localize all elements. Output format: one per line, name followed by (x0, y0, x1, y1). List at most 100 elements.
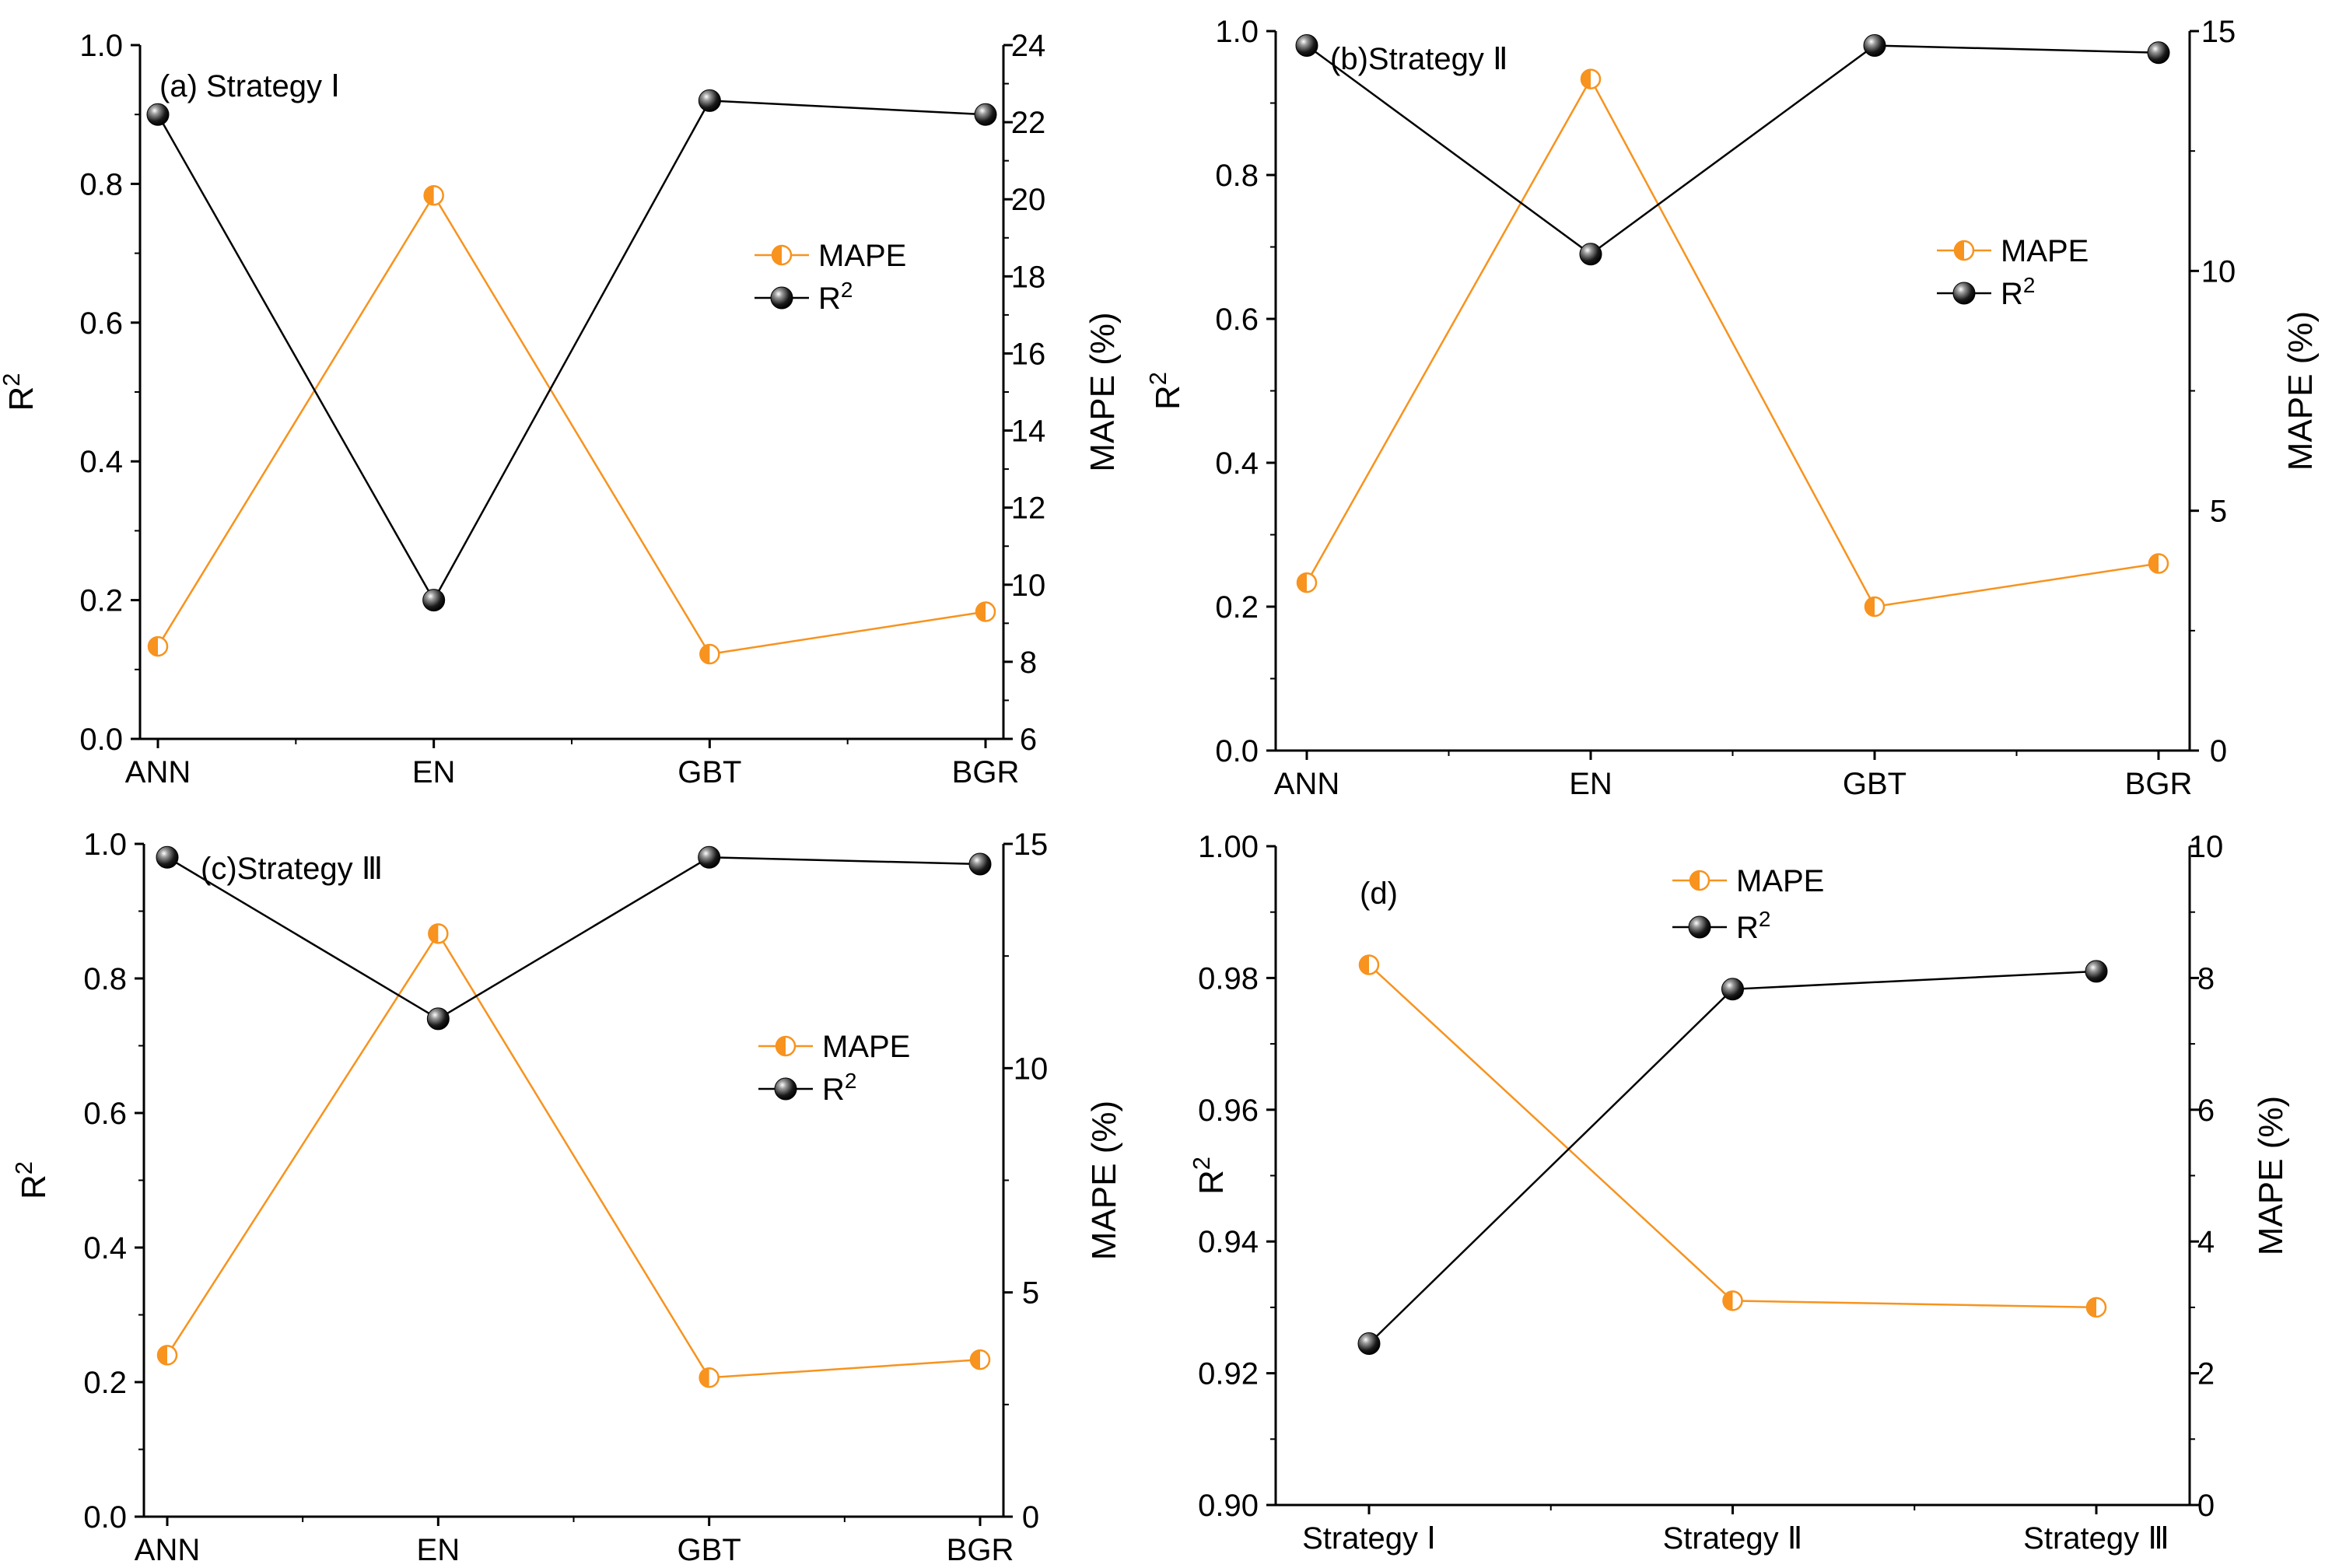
x-tick-label: Strategy Ⅱ (1663, 1521, 1803, 1556)
left-tick-label: 1.0 (79, 29, 123, 63)
right-tick-label: 22 (1011, 106, 1046, 140)
r2-series-line (166, 856, 981, 1020)
mape-data-point-fill (700, 644, 710, 663)
right-axis-title: MAPE (%) (1085, 1101, 1123, 1260)
right-axis-title: MAPE (%) (2252, 1096, 2290, 1255)
left-tick-label: 0.2 (79, 584, 123, 618)
r2-data-point (698, 89, 721, 112)
x-tick-label: GBT (1843, 767, 1907, 801)
mape-data-point-fill (2149, 554, 2159, 573)
panel-title: (b)Strategy Ⅱ (1330, 42, 1508, 76)
mape-data-point-fill (149, 637, 158, 656)
right-tick-label: 15 (2201, 15, 2236, 49)
left-tick-label: 0.2 (83, 1366, 127, 1400)
right-tick-label: 8 (1020, 646, 1037, 680)
r2-data-point (698, 845, 721, 869)
r2-data-point (1721, 978, 1744, 1001)
mape-legend-marker-fill (776, 1037, 786, 1055)
mape-data-point-fill (1360, 955, 1369, 975)
mape-data-point-fill (976, 602, 986, 621)
right-tick-label: 5 (2210, 495, 2227, 529)
r2-legend-label-sup: 2 (1759, 907, 1771, 931)
x-tick-label: ANN (135, 1533, 200, 1567)
x-tick-label: ANN (1274, 767, 1339, 801)
left-tick-label: 0.92 (1198, 1357, 1259, 1391)
chart-panel-d: 0.90 0.92 0.94 0.96 0.98 1.00 0 2 4 6 8 10 Strategy … (1188, 830, 2291, 1556)
r2-data-point (426, 1007, 450, 1031)
r2-data-point (2147, 41, 2170, 65)
left-tick-label: 1.00 (1198, 830, 1259, 864)
right-tick-label: 12 (1011, 492, 1046, 526)
right-tick-label: 15 (1014, 828, 1049, 862)
right-axis-title: MAPE (%) (1084, 312, 1122, 471)
left-tick-label: 0.98 (1198, 961, 1259, 996)
mape-legend-label: MAPE (2001, 234, 2089, 268)
x-tick-label: Strategy Ⅰ (1302, 1521, 1436, 1556)
left-axis-title-sup: 2 (1188, 1157, 1215, 1170)
panel-title: (d) (1360, 877, 1398, 911)
r2-legend-label: R2 (1736, 907, 1770, 946)
r2-legend-label-base: R (2001, 277, 2023, 311)
left-axis-title-base: R (2, 387, 40, 411)
r2-legend-marker (1952, 282, 1976, 305)
r2-data-point (422, 589, 446, 612)
left-tick-label: 0.4 (1215, 446, 1259, 481)
mape-data-point-fill (2087, 1297, 2096, 1317)
left-tick-label: 0.6 (1215, 303, 1259, 337)
panel-title: (c)Strategy Ⅲ (201, 852, 383, 886)
mape-data-point-fill (158, 1346, 167, 1365)
left-tick-label: 0.6 (83, 1097, 127, 1131)
left-axis-title-base: R (15, 1174, 53, 1199)
r2-legend-label: R2 (2001, 273, 2035, 312)
r2-legend-label: R2 (818, 278, 853, 317)
right-axis-title: MAPE (%) (2281, 311, 2320, 471)
x-tick-label: GBT (678, 755, 741, 789)
right-tick-label: 2 (2197, 1357, 2215, 1391)
r2-series-line (156, 100, 986, 603)
left-tick-label: 0.94 (1198, 1225, 1259, 1259)
mape-data-point-fill (1865, 597, 1875, 616)
x-tick-label: BGR (2125, 767, 2193, 801)
mape-legend-marker-fill (1955, 241, 1964, 260)
left-axis-title: R2 (0, 373, 40, 411)
right-tick-label: 6 (2197, 1094, 2215, 1128)
right-tick-label: 0 (2197, 1489, 2215, 1523)
x-tick-label: BGR (947, 1533, 1014, 1567)
mape-data-point-fill (429, 924, 439, 943)
r2-data-point (2085, 960, 2108, 983)
r2-data-point (1357, 1332, 1381, 1355)
mape-legend-label: MAPE (822, 1030, 910, 1064)
mape-series-line (1305, 77, 2159, 608)
right-tick-label: 4 (2197, 1225, 2215, 1259)
mape-data-point-fill (424, 186, 434, 205)
left-tick-label: 1.0 (83, 828, 127, 862)
right-tick-label: 5 (1022, 1276, 1039, 1311)
mape-data-point-fill (1723, 1291, 1733, 1311)
left-axis-title: R2 (1144, 372, 1188, 410)
mape-series-line (156, 193, 986, 656)
mape-data-point-fill (699, 1368, 709, 1388)
left-tick-label: 0.96 (1198, 1094, 1259, 1128)
panel-title: (a) Strategy Ⅰ (159, 69, 340, 103)
r2-data-point (968, 852, 992, 876)
r2-legend-label: R2 (822, 1069, 856, 1108)
left-tick-label: 0.8 (79, 167, 123, 201)
left-axis-title-base: R (1149, 385, 1187, 410)
left-tick-label: 0.4 (79, 445, 123, 479)
mape-legend-label: MAPE (818, 239, 906, 273)
left-tick-label: 0.0 (1215, 734, 1259, 768)
left-tick-label: 1.0 (1215, 15, 1259, 49)
left-axis-title: R2 (10, 1161, 54, 1199)
right-tick-label: 20 (1011, 183, 1046, 217)
left-tick-label: 0.8 (83, 962, 127, 996)
right-tick-label: 10 (2189, 830, 2224, 864)
left-tick-label: 0.4 (83, 1231, 127, 1265)
mape-data-point-fill (1297, 573, 1307, 593)
x-tick-label: EN (1569, 767, 1612, 801)
x-tick-label: ANN (125, 755, 191, 789)
r2-data-point (1295, 34, 1318, 57)
mape-data-point-fill (971, 1350, 980, 1370)
r2-legend-marker (774, 1077, 797, 1101)
